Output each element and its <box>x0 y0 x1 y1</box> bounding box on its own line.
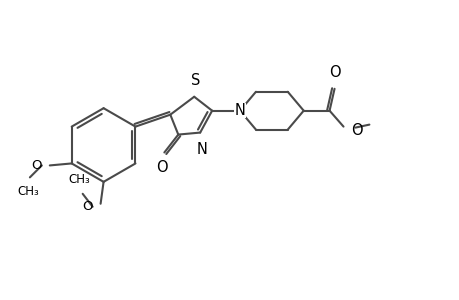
Text: N: N <box>196 142 207 157</box>
Text: O: O <box>82 200 92 213</box>
Text: S: S <box>190 73 200 88</box>
Text: O: O <box>351 123 362 138</box>
Text: O: O <box>156 160 168 175</box>
Text: O: O <box>328 65 340 80</box>
Text: CH₃: CH₃ <box>17 185 39 198</box>
Text: O: O <box>31 159 42 172</box>
Text: N: N <box>234 103 245 118</box>
Text: CH₃: CH₃ <box>69 173 90 186</box>
